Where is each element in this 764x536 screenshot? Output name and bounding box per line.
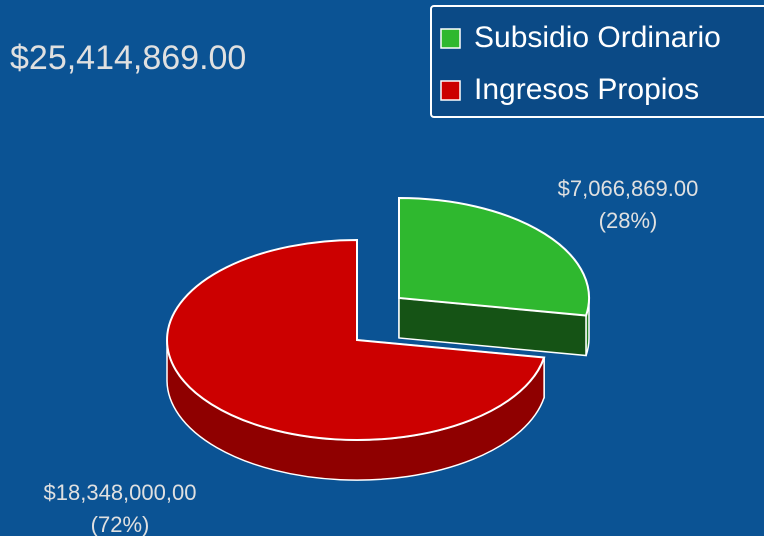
slice-top bbox=[398, 196, 591, 317]
data-label-percent: (72%) bbox=[91, 512, 150, 536]
data-label: $18,348,000,00 bbox=[44, 480, 197, 505]
chart-title: $25,414,869.00 bbox=[10, 39, 246, 77]
legend-label: Ingresos Propios bbox=[474, 73, 699, 106]
data-label: $7,066,869.00 bbox=[558, 176, 699, 201]
legend-box bbox=[430, 5, 764, 118]
slice-top bbox=[166, 238, 546, 441]
data-label-percent: (28%) bbox=[599, 208, 658, 233]
legend-swatch bbox=[440, 28, 461, 49]
legend-label: Subsidio Ordinario bbox=[474, 21, 721, 54]
legend-swatch bbox=[440, 80, 461, 101]
